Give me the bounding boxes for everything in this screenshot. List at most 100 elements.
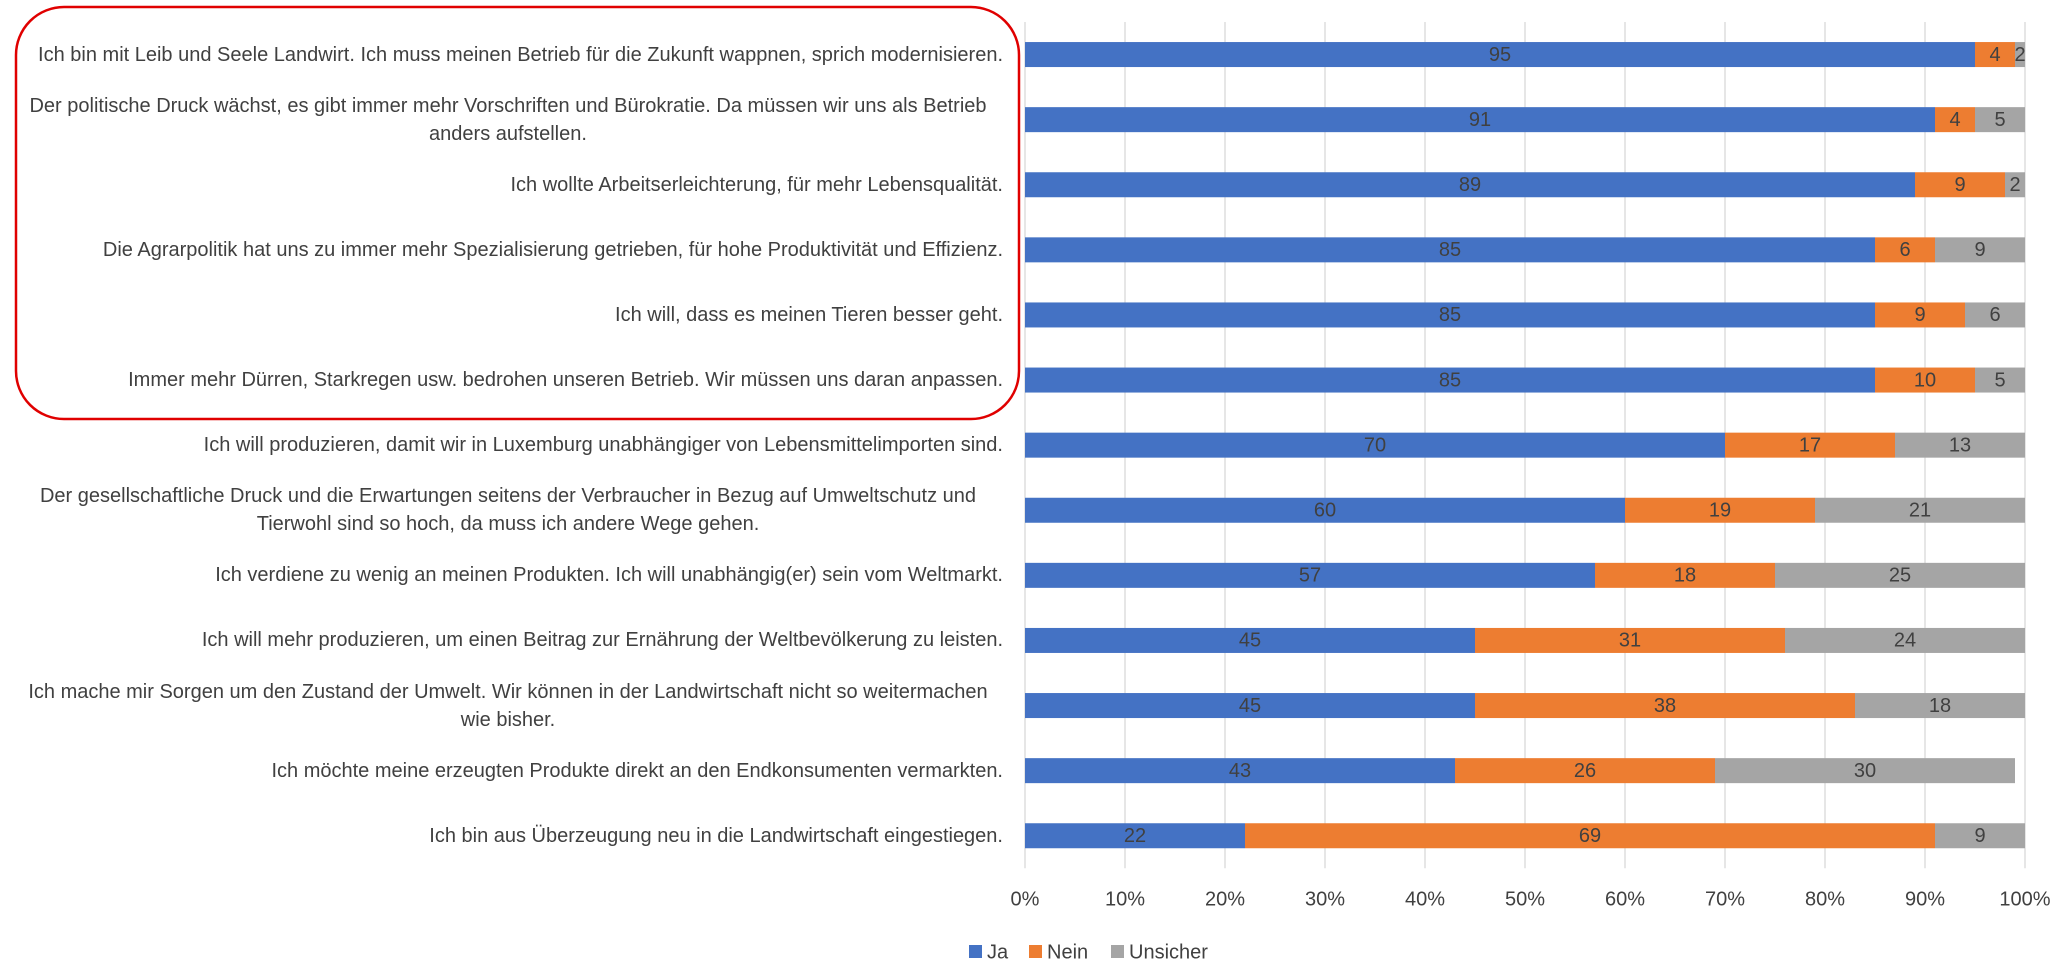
category-label-box: Immer mehr Dürren, Starkregen usw. bedro… — [0, 348, 1003, 413]
data-label: 38 — [1654, 695, 1676, 717]
bar-segment — [1625, 497, 1815, 523]
bar-segment — [1025, 758, 1455, 784]
x-tick-label: 10% — [1105, 888, 1145, 910]
bar-segment — [1935, 107, 1975, 133]
y-tick-label: Ich bin mit Leib und Seele Landwirt. Ich… — [38, 43, 1003, 66]
bar-segment — [1025, 42, 1975, 68]
data-label: 6 — [1989, 304, 2000, 326]
bar-segment — [1775, 562, 2025, 588]
legend-swatch — [969, 945, 982, 958]
bar-segment — [1455, 758, 1715, 784]
x-tick-label: 70% — [1705, 888, 1745, 910]
data-label: 18 — [1674, 565, 1696, 587]
category-label-box: Ich mache mir Sorgen um den Zustand der … — [0, 673, 1003, 738]
category-label-box: Ich verdiene zu wenig an meinen Produkte… — [0, 543, 1003, 608]
data-label: 45 — [1239, 630, 1261, 652]
category-label-box: Ich will mehr produzieren, um einen Beit… — [0, 608, 1003, 673]
category-label-box: Ich will produzieren, damit wir in Luxem… — [0, 413, 1003, 478]
category-label-box: Der politische Druck wächst, es gibt imm… — [0, 87, 1003, 152]
data-label: 43 — [1229, 760, 1251, 782]
legend-label: Ja — [987, 941, 1009, 963]
bar-segment — [1975, 107, 2025, 133]
bar-segment — [1935, 823, 2025, 849]
y-tick-label: Ich verdiene zu wenig an meinen Produkte… — [215, 564, 1003, 587]
legend-swatch — [1029, 945, 1042, 958]
y-tick-label: Immer mehr Dürren, Starkregen usw. bedro… — [128, 369, 1003, 391]
category-label-box: Ich will, dass es meinen Tieren besser g… — [0, 282, 1003, 347]
bar-segment — [1915, 172, 2005, 198]
y-tick-label: Ich möchte meine erzeugten Produkte dire… — [271, 759, 1003, 782]
bar-segment — [1025, 823, 1245, 849]
data-label: 2 — [2014, 44, 2025, 66]
data-label: 95 — [1489, 44, 1511, 66]
data-label: 30 — [1854, 760, 1876, 782]
data-label: 17 — [1799, 434, 1821, 456]
highlight-box — [14, 5, 1021, 421]
bar-segment — [1875, 367, 1975, 393]
y-tick-label: Der gesellschaftliche Druck und die Erwa… — [39, 485, 977, 536]
category-label-box: Ich bin mit Leib und Seele Landwirt. Ich… — [0, 22, 1003, 87]
data-label: 85 — [1439, 304, 1461, 326]
legend-swatch — [1111, 945, 1124, 958]
bar-segment — [1025, 367, 1875, 393]
bars — [1025, 42, 2025, 849]
bar-segment — [2015, 42, 2025, 68]
data-label: 18 — [1929, 695, 1951, 717]
data-label: 9 — [1914, 304, 1925, 326]
category-label-box: Der gesellschaftliche Druck und die Erwa… — [0, 478, 1003, 543]
x-tick-label: 50% — [1505, 888, 1545, 910]
x-tick-label: 80% — [1805, 888, 1845, 910]
bar-segment — [1025, 172, 1915, 198]
x-tick-label: 40% — [1405, 888, 1445, 910]
data-label: 19 — [1709, 500, 1731, 522]
x-tick-label: 0% — [1011, 888, 1040, 910]
data-label: 10 — [1914, 369, 1936, 391]
bar-segment — [1855, 693, 2025, 719]
bar-segment — [1595, 562, 1775, 588]
data-label: 22 — [1124, 825, 1146, 847]
bar-segment — [1875, 237, 1935, 263]
category-label-box: Ich wollte Arbeitserleichterung, für meh… — [0, 152, 1004, 217]
bar-segment — [1935, 237, 2025, 263]
data-label: 91 — [1469, 109, 1491, 131]
bar-segment — [1725, 432, 1895, 458]
bar-segment — [1025, 107, 1935, 133]
y-tick-label: Ich wollte Arbeitserleichterung, für meh… — [510, 173, 1004, 196]
data-label: 60 — [1314, 500, 1336, 522]
data-label: 45 — [1239, 695, 1261, 717]
data-label: 21 — [1909, 500, 1931, 522]
y-tick-label: Ich will mehr produzieren, um einen Beit… — [201, 629, 1003, 652]
y-tick-label: Ich will produzieren, damit wir in Luxem… — [203, 434, 1003, 457]
data-label: 4 — [1949, 109, 1960, 131]
data-label: 89 — [1459, 174, 1481, 196]
data-label: 70 — [1364, 434, 1386, 456]
bar-segment — [1875, 302, 1965, 328]
bar-segment — [1975, 42, 2015, 68]
data-label: 9 — [1974, 825, 1985, 847]
data-label: 24 — [1894, 630, 1916, 652]
bar-segment — [1895, 432, 2025, 458]
data-label: 69 — [1579, 825, 1601, 847]
bar-segment — [1025, 497, 1625, 523]
data-label: 5 — [1994, 369, 2005, 391]
data-label: 13 — [1949, 434, 1971, 456]
data-label: 25 — [1889, 565, 1911, 587]
y-tick-label: Ich will, dass es meinen Tieren besser g… — [615, 303, 1003, 326]
bar-segment — [1475, 693, 1855, 719]
bar-segment — [1025, 432, 1725, 458]
bar-segment — [1025, 302, 1875, 328]
y-tick-label: Die Agrarpolitik hat uns zu immer mehr S… — [102, 238, 1003, 261]
bar-segment — [1025, 562, 1595, 588]
x-tick-label: 100% — [1999, 888, 2050, 910]
bar-segment — [1025, 627, 1475, 653]
bar-segment — [1245, 823, 1935, 849]
legend-label: Unsicher — [1129, 941, 1208, 963]
x-tick-label: 20% — [1205, 888, 1245, 910]
x-tick-label: 30% — [1305, 888, 1345, 910]
data-label: 85 — [1439, 239, 1461, 261]
legend-label: Nein — [1047, 941, 1088, 963]
y-tick-label: Ich mache mir Sorgen um den Zustand der … — [28, 680, 988, 731]
bar-segment — [1785, 627, 2025, 653]
